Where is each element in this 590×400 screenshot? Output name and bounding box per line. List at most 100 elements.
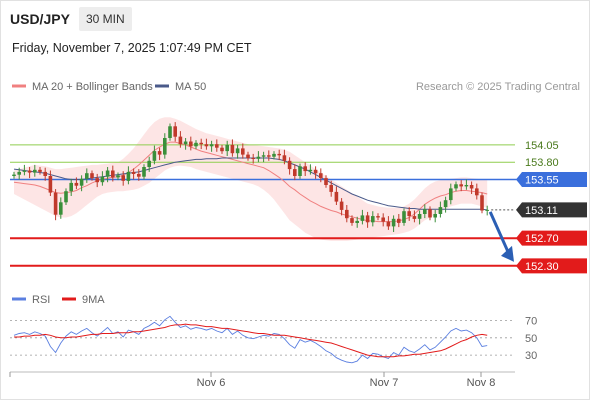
symbol-title[interactable]: USD/JPY xyxy=(10,11,70,27)
candle-body xyxy=(293,169,297,176)
candle-body xyxy=(438,207,443,214)
candle xyxy=(251,153,255,164)
candle xyxy=(376,213,380,221)
ma50-legend-label: MA 50 xyxy=(175,81,206,93)
rsi-legend: RSI 9MA xyxy=(12,294,105,306)
level-label-153.80: 153.80 xyxy=(525,157,559,169)
forecast-arrow-shaft xyxy=(488,211,510,253)
candle-body xyxy=(417,214,422,219)
candle xyxy=(469,181,474,194)
candle xyxy=(17,167,21,180)
candle-body xyxy=(100,176,105,183)
candle-body xyxy=(209,144,214,147)
candle-body xyxy=(126,171,131,181)
candle xyxy=(303,162,307,176)
candle xyxy=(105,167,110,183)
candle-body xyxy=(345,209,349,219)
candle-body xyxy=(412,216,417,219)
candle-body xyxy=(121,175,125,181)
candle xyxy=(246,151,250,161)
level-tag-153.55 xyxy=(516,171,587,187)
candle-body xyxy=(277,153,281,156)
candle-body xyxy=(90,173,94,178)
forecast-arrow xyxy=(488,211,514,262)
candle xyxy=(355,216,359,228)
candle-body xyxy=(12,174,16,176)
candle xyxy=(345,205,349,223)
level-label-153.55: 153.55 xyxy=(525,175,559,187)
candle-body xyxy=(319,173,323,178)
candle-body xyxy=(485,209,489,211)
candle xyxy=(79,175,84,192)
candle-body xyxy=(235,148,240,154)
candle xyxy=(308,164,313,175)
research-credit: Research © 2025 Trading Central xyxy=(416,81,580,93)
candle xyxy=(90,170,94,181)
candle-body xyxy=(241,148,245,155)
candle xyxy=(95,173,99,188)
candle-body xyxy=(329,185,333,192)
candle-body xyxy=(324,178,328,185)
candle xyxy=(173,122,177,142)
candle xyxy=(22,164,27,176)
candle-body xyxy=(183,141,188,145)
candle-body xyxy=(33,169,37,173)
candle xyxy=(100,171,105,186)
candle-body xyxy=(194,142,198,147)
candle xyxy=(131,168,136,180)
candle-body xyxy=(267,155,271,157)
candle-body xyxy=(371,216,375,223)
candle xyxy=(485,205,489,216)
candle xyxy=(189,136,193,151)
candle-body xyxy=(443,200,448,208)
candle xyxy=(267,150,271,161)
candle-body xyxy=(105,170,110,177)
candle xyxy=(215,139,219,152)
candle-body xyxy=(282,155,287,161)
candle xyxy=(168,123,172,141)
candle-body xyxy=(459,184,463,187)
chart-datetime: Friday, November 7, 2025 1:07:49 PM CET xyxy=(12,41,252,55)
candle xyxy=(454,181,458,192)
candle-body xyxy=(137,173,141,177)
price-level-labels: 154.05 153.80 153.55 153.11 152.70 152.30 xyxy=(516,140,587,274)
timeframe-badge[interactable]: 30 MIN xyxy=(79,7,132,31)
candle-body xyxy=(391,218,396,227)
rsi-tick-70: 70 xyxy=(525,316,537,328)
candle-body xyxy=(22,170,27,172)
candle xyxy=(225,140,229,156)
candle xyxy=(397,214,401,228)
candle-body xyxy=(386,221,391,227)
candle xyxy=(319,168,323,183)
candle xyxy=(428,206,432,221)
x-tick-label-Nov 6: Nov 6 xyxy=(197,377,226,389)
level-tag-152.70 xyxy=(516,230,587,246)
level-tag-152.30 xyxy=(516,258,587,274)
candle xyxy=(417,210,422,225)
candle xyxy=(235,144,240,159)
candle xyxy=(121,171,125,186)
candle-body xyxy=(355,220,359,223)
candle xyxy=(230,139,235,157)
candle-body xyxy=(251,158,255,159)
candle xyxy=(199,138,203,150)
candle-body xyxy=(272,153,276,157)
candle xyxy=(407,207,411,221)
candle-body xyxy=(464,185,469,187)
candle xyxy=(433,209,437,223)
candle-body xyxy=(178,136,183,145)
candle xyxy=(329,180,333,197)
candle xyxy=(443,196,448,213)
candle-body xyxy=(116,175,120,178)
candle xyxy=(282,149,287,165)
candle xyxy=(69,178,73,196)
candle xyxy=(475,183,479,200)
candle-body xyxy=(397,218,401,223)
candle-body xyxy=(43,171,47,176)
candle xyxy=(350,215,354,226)
candle xyxy=(220,144,224,154)
level-label-152.70: 152.70 xyxy=(525,233,559,245)
candle-body xyxy=(173,126,177,137)
candle xyxy=(324,175,328,188)
